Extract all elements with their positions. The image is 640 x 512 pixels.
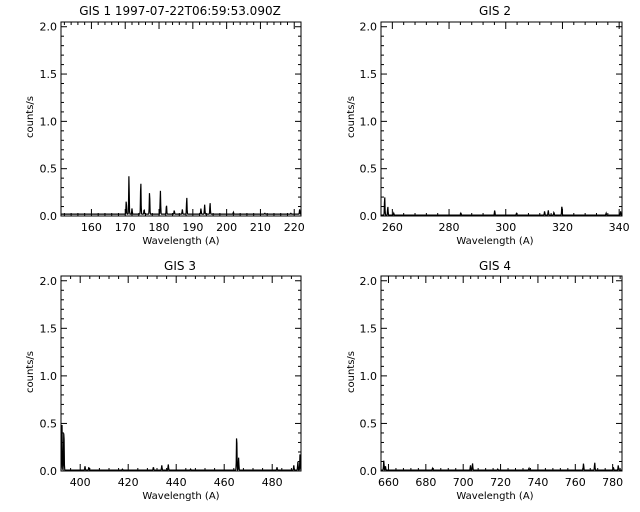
y-tick-label: 0.5 [360, 417, 378, 430]
y-axis-label: counts/s [25, 351, 36, 393]
x-tick-label: 170 [115, 221, 136, 234]
chart-title: GIS 2 [479, 4, 511, 18]
chart-panel-gis-1: GIS 1 1997-07-22T06:59:53.090Z Wavelengt… [25, 4, 305, 247]
y-tick-label: 2.0 [40, 275, 58, 288]
plot-frame [60, 275, 302, 472]
y-tick-label: 1.5 [360, 68, 378, 81]
x-tick-label: 660 [378, 476, 399, 489]
x-tick-label: 320 [552, 221, 573, 234]
chart-title: GIS 1 1997-07-22T06:59:53.090Z [79, 4, 281, 18]
y-tick-label: 0.0 [360, 210, 378, 223]
y-axis-label: counts/s [346, 96, 357, 138]
x-tick-label: 780 [602, 476, 623, 489]
x-tick-label: 340 [609, 221, 630, 234]
x-tick-label: 480 [262, 476, 283, 489]
y-tick-label: 0.5 [40, 417, 58, 430]
x-tick-label: 200 [216, 221, 237, 234]
y-tick-label: 0.0 [40, 465, 58, 478]
x-tick-label: 190 [182, 221, 203, 234]
x-tick-label: 220 [284, 221, 305, 234]
y-tick-label: 1.0 [360, 370, 378, 383]
x-tick-label: 700 [453, 476, 474, 489]
spectrum-line [381, 460, 622, 472]
y-tick-label: 2.0 [360, 275, 378, 288]
x-tick-label: 180 [149, 221, 170, 234]
y-tick-label: 1.5 [360, 322, 378, 335]
chart-title: GIS 3 [164, 259, 196, 273]
chart-panel-gis-4: GIS 4 Wavelength (A) counts/s 0.0 0.5 1.0 1… [346, 259, 623, 502]
x-tick-label: 760 [565, 476, 586, 489]
x-axis-label: Wavelength (A) [456, 491, 533, 502]
y-tick-label: 1.0 [40, 370, 58, 383]
spectrum-line [381, 197, 622, 216]
y-tick-label: 2.0 [40, 21, 58, 34]
chart-panel-gis-3: GIS 3 Wavelength (A) counts/s 0.0 0.5 1.0 1… [25, 259, 302, 502]
x-axis-label: Wavelength (A) [142, 236, 219, 247]
y-tick-label: 1.5 [40, 68, 58, 81]
y-tick-label: 0.5 [40, 163, 58, 176]
x-tick-label: 420 [118, 476, 139, 489]
y-tick-label: 0.5 [360, 163, 378, 176]
x-axis-label: Wavelength (A) [142, 491, 219, 502]
x-tick-label: 400 [70, 476, 91, 489]
plot-frame [380, 275, 623, 472]
x-tick-label: 280 [439, 221, 460, 234]
x-tick-label: 210 [250, 221, 271, 234]
x-axis-label: Wavelength (A) [456, 236, 533, 247]
x-tick-label: 300 [495, 221, 516, 234]
y-axis-label: counts/s [346, 351, 357, 393]
x-tick-label: 440 [166, 476, 187, 489]
y-tick-label: 1.0 [40, 115, 58, 128]
plot-frame [60, 21, 302, 217]
spectrum-line [60, 424, 302, 472]
x-tick-label: 460 [214, 476, 235, 489]
y-axis-label: counts/s [25, 96, 36, 138]
y-tick-label: 0.0 [40, 210, 58, 223]
y-tick-label: 2.0 [360, 21, 378, 34]
x-tick-label: 160 [81, 221, 102, 234]
y-tick-label: 0.0 [360, 465, 378, 478]
x-tick-label: 740 [527, 476, 548, 489]
chart-title: GIS 4 [479, 259, 511, 273]
x-tick-label: 720 [490, 476, 511, 489]
chart-panel-gis-2: GIS 2 Wavelength (A) counts/s 0.0 0.5 1.0 1… [346, 4, 630, 247]
y-tick-label: 1.0 [360, 115, 378, 128]
x-tick-label: 680 [415, 476, 436, 489]
y-tick-label: 1.5 [40, 322, 58, 335]
plot-frame [380, 21, 623, 217]
x-tick-label: 260 [382, 221, 403, 234]
spectrum-line [61, 176, 302, 215]
